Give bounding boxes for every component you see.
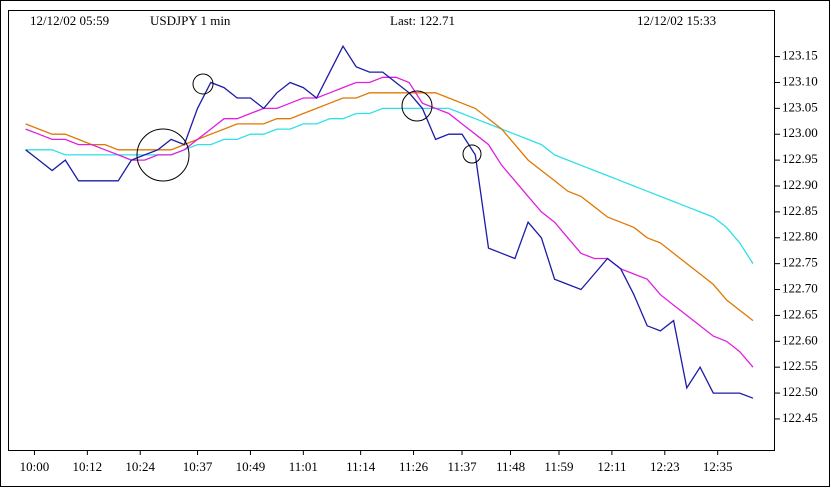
y-tick-label: 123.05 (782, 99, 818, 114)
y-tick-label: 122.55 (782, 358, 818, 373)
y-tick-label: 122.70 (782, 281, 818, 296)
last-price: Last: 122.71 (390, 13, 455, 28)
price-line (25, 44, 754, 399)
x-tick-label: 10:00 (20, 459, 50, 474)
annotation-circle (192, 73, 214, 95)
x-tick-label: 11:48 (496, 459, 525, 474)
annotation-circle (136, 128, 190, 182)
y-tick-label: 122.50 (782, 384, 818, 399)
y-tick-label: 122.85 (782, 203, 818, 218)
start-time: 12/12/02 05:59 (30, 13, 109, 28)
end-time: 12/12/02 15:33 (637, 13, 716, 28)
x-tick-label: 10:37 (183, 459, 213, 474)
x-tick-label: 12:11 (597, 459, 626, 474)
x-tick-label: 11:59 (544, 459, 573, 474)
x-tick-label: 11:26 (399, 459, 429, 474)
symbol: USDJPY 1 min (150, 13, 231, 28)
price-line (25, 92, 754, 322)
annotation-circle (401, 90, 433, 122)
x-tick-label: 12:23 (650, 459, 680, 474)
annotations (136, 73, 482, 182)
price-line (25, 107, 754, 264)
annotation-circle (462, 144, 482, 164)
x-tick-label: 10:49 (236, 459, 266, 474)
y-tick-label: 122.65 (782, 306, 818, 321)
y-tick-label: 122.95 (782, 151, 818, 166)
y-tick-label: 123.15 (782, 48, 818, 63)
x-tick-label: 12:35 (703, 459, 733, 474)
marks (25, 44, 754, 399)
plot-frame (8, 10, 775, 451)
y-tick-label: 123.00 (782, 125, 818, 140)
y-tick-label: 122.90 (782, 177, 818, 192)
y-tick-label: 123.10 (782, 73, 818, 88)
x-tick-label: 11:37 (447, 459, 477, 474)
x-tick-label: 11:01 (289, 459, 318, 474)
x-tick-label: 11:14 (346, 459, 376, 474)
y-tick-label: 122.75 (782, 255, 818, 270)
y-tick-label: 122.80 (782, 229, 818, 244)
y-tick-label: 122.45 (782, 410, 818, 425)
x-tick-label: 10:12 (73, 459, 103, 474)
x-tick-label: 10:24 (125, 459, 155, 474)
y-tick-label: 122.60 (782, 332, 818, 347)
